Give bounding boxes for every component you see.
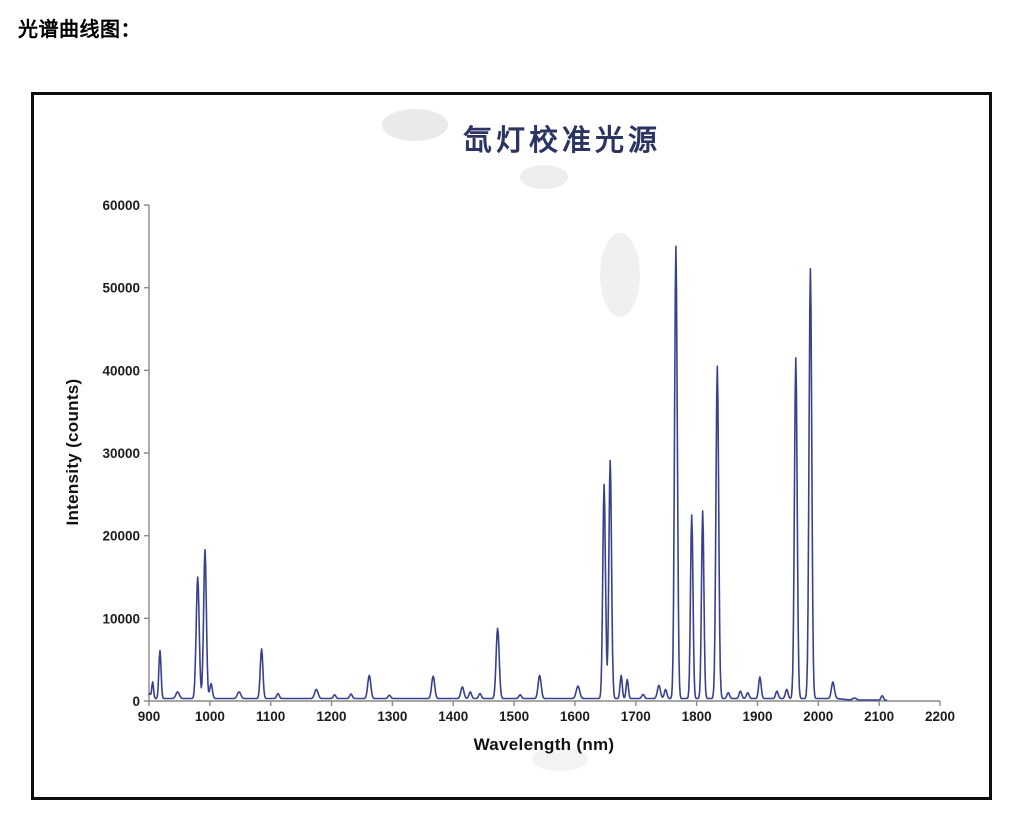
svg-text:20000: 20000 bbox=[102, 529, 140, 544]
svg-text:1200: 1200 bbox=[317, 709, 347, 724]
spectrum-figure: 900 1000 1100 1200 1300 1400 1500 1600 1700 1800 1… bbox=[31, 92, 992, 800]
svg-text:1800: 1800 bbox=[682, 709, 712, 724]
spectrum-plot: 900 1000 1100 1200 1300 1400 1500 1600 1700 1800 1… bbox=[102, 198, 955, 724]
svg-text:2100: 2100 bbox=[864, 709, 894, 724]
svg-text:1900: 1900 bbox=[742, 709, 772, 724]
svg-text:1700: 1700 bbox=[621, 709, 651, 724]
chart-title: 氙灯校准光源 bbox=[462, 125, 661, 157]
svg-text:1500: 1500 bbox=[499, 709, 529, 724]
svg-text:1000: 1000 bbox=[195, 709, 225, 724]
svg-text:1600: 1600 bbox=[560, 709, 590, 724]
svg-text:40000: 40000 bbox=[102, 363, 140, 378]
svg-text:1400: 1400 bbox=[438, 709, 468, 724]
svg-text:50000: 50000 bbox=[102, 281, 140, 296]
svg-text:2200: 2200 bbox=[925, 709, 955, 724]
svg-text:2000: 2000 bbox=[803, 709, 833, 724]
svg-text:60000: 60000 bbox=[102, 198, 140, 213]
svg-text:0: 0 bbox=[132, 694, 140, 709]
x-axis-title: Wavelength (nm) bbox=[473, 735, 615, 754]
svg-text:1300: 1300 bbox=[377, 709, 407, 724]
svg-text:900: 900 bbox=[138, 709, 161, 724]
svg-text:1100: 1100 bbox=[256, 709, 285, 724]
svg-text:30000: 30000 bbox=[102, 446, 140, 461]
page-heading: 光谱曲线图： bbox=[18, 19, 141, 41]
svg-text:10000: 10000 bbox=[102, 611, 140, 626]
y-axis-title: Intensity (counts) bbox=[63, 378, 82, 526]
